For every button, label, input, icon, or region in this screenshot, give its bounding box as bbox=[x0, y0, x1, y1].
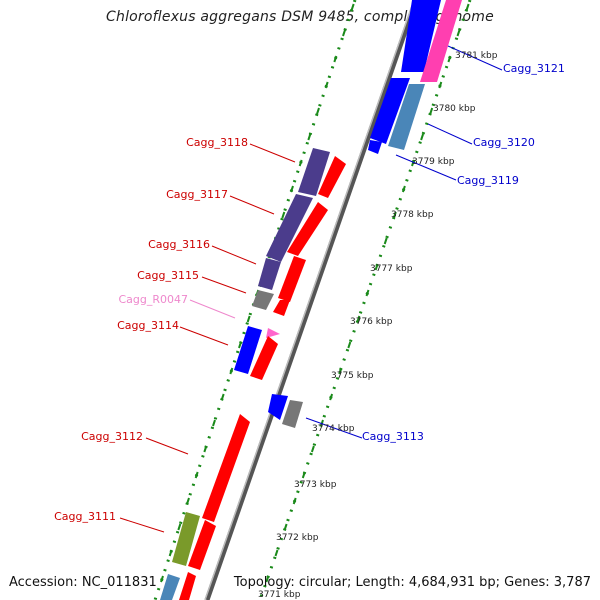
ruler-label: 3773 kbp bbox=[294, 480, 337, 490]
gene-cagg-r0047[interactable] bbox=[266, 328, 280, 338]
ruler-tick bbox=[194, 471, 199, 479]
ruler-label: 3776 kbp bbox=[350, 317, 393, 327]
gene-label[interactable]: Cagg_3112 bbox=[81, 430, 143, 443]
ruler-tick bbox=[307, 133, 312, 141]
label-leader-lines bbox=[119, 45, 503, 533]
ruler-tick bbox=[265, 575, 270, 583]
ruler-tick bbox=[320, 419, 324, 427]
gene-label[interactable]: Cagg_3119 bbox=[457, 174, 519, 187]
gene-cagg-3120-blue[interactable] bbox=[370, 78, 410, 144]
gene-cagg-3113-blue[interactable] bbox=[268, 394, 288, 420]
gene-cagg-3120-steel[interactable] bbox=[388, 84, 425, 150]
gene-label[interactable]: Cagg_3121 bbox=[503, 62, 565, 75]
gene-cagg-3118-purple[interactable] bbox=[298, 148, 330, 196]
ruler-tick bbox=[168, 549, 173, 557]
ruler-tick bbox=[438, 81, 443, 89]
ruler-tick bbox=[316, 107, 320, 115]
gene-label[interactable]: Cagg_3111 bbox=[54, 510, 116, 523]
ruler-tick bbox=[333, 55, 338, 63]
ruler-tick bbox=[356, 315, 361, 323]
gene-block-blue[interactable] bbox=[401, 0, 441, 72]
gene-label[interactable]: Cagg_3114 bbox=[117, 319, 179, 332]
ruler-tick bbox=[411, 159, 415, 167]
gene-cagg-3116-red[interactable] bbox=[278, 256, 306, 302]
gene-cagg-3111-green[interactable] bbox=[172, 512, 200, 566]
ruler-tick bbox=[465, 3, 470, 11]
map-title: Chloroflexus aggregans DSM 9485, complet… bbox=[106, 9, 494, 25]
ruler-tick bbox=[212, 419, 216, 427]
ruler-labels: 3781 kbp 3780 kbp 3779 kbp 3778 kbp 3777… bbox=[258, 51, 498, 600]
gene-cagg-3114-red[interactable] bbox=[250, 336, 278, 380]
ruler-tick bbox=[220, 393, 225, 401]
gene-cagg-3114-blue[interactable] bbox=[234, 326, 262, 374]
ruler-tick bbox=[350, 3, 355, 11]
accession-text: Accession: NC_011831 bbox=[9, 575, 157, 590]
ruler-tick bbox=[310, 445, 315, 453]
gene-cagg-3117-purple[interactable] bbox=[266, 194, 313, 262]
ruler-tick bbox=[292, 497, 297, 505]
ruler-tick bbox=[283, 523, 288, 531]
gene-cagg-3117-red[interactable] bbox=[287, 202, 328, 256]
gene-block-magenta[interactable] bbox=[420, 0, 462, 82]
ruler-tick bbox=[301, 471, 306, 479]
ruler-tick bbox=[229, 367, 234, 375]
ruler-tick bbox=[324, 81, 329, 89]
gene-cagg-3116-purple[interactable] bbox=[258, 258, 281, 290]
ruler-tick bbox=[392, 211, 397, 219]
ruler-tick bbox=[329, 393, 334, 401]
ruler-tick bbox=[374, 263, 379, 271]
ruler-tick bbox=[298, 159, 303, 167]
gene-bottom-steel[interactable] bbox=[160, 574, 180, 600]
ruler-tick bbox=[365, 289, 370, 297]
gene-labels: Cagg_3118 Cagg_3117 Cagg_3116 Cagg_3115 … bbox=[54, 62, 565, 523]
gene-bottom-red[interactable] bbox=[179, 572, 196, 600]
gene-cagg-3119[interactable] bbox=[368, 140, 382, 154]
gene-label[interactable]: Cagg_3117 bbox=[166, 188, 228, 201]
gene-cagg-3112-red[interactable] bbox=[202, 414, 250, 522]
ruler-tick bbox=[177, 523, 182, 531]
gene-label[interactable]: Cagg_R0047 bbox=[118, 293, 188, 306]
ruler-tick bbox=[246, 315, 251, 323]
gene-label[interactable]: Cagg_3118 bbox=[186, 136, 248, 149]
ruler-tick bbox=[186, 497, 190, 505]
gene-cagg-3118-red[interactable] bbox=[318, 156, 346, 198]
ruler-label: 3774 kbp bbox=[312, 424, 355, 434]
gene-label[interactable]: Cagg_3115 bbox=[137, 269, 199, 282]
ruler-tick bbox=[383, 237, 388, 245]
ruler-label: 3781 kbp bbox=[455, 51, 498, 61]
ruler-tick bbox=[338, 367, 343, 375]
gene-cagg-3113-gray[interactable] bbox=[282, 400, 303, 428]
ruler-tick bbox=[290, 185, 294, 193]
ruler-tick bbox=[274, 549, 279, 557]
ruler-label: 3772 kbp bbox=[276, 533, 319, 543]
ruler-label: 3777 kbp bbox=[370, 264, 413, 274]
ruler-label: 3775 kbp bbox=[331, 371, 374, 381]
ruler-tick bbox=[347, 341, 352, 349]
gene-cagg-3115-gray[interactable] bbox=[252, 290, 274, 310]
ruler-tick bbox=[238, 341, 242, 349]
ruler-tick bbox=[447, 55, 452, 63]
gene-label[interactable]: Cagg_3116 bbox=[148, 238, 210, 251]
ruler-label: 3778 kbp bbox=[391, 210, 434, 220]
ruler-label: 3771 kbp bbox=[258, 590, 301, 600]
gene-cagg-3115-red[interactable] bbox=[273, 300, 290, 316]
ruler-label: 3779 kbp bbox=[412, 157, 455, 167]
ruler-label: 3780 kbp bbox=[433, 104, 476, 114]
gene-label[interactable]: Cagg_3113 bbox=[362, 430, 424, 443]
ruler-tick bbox=[456, 29, 461, 37]
ruler-tick bbox=[203, 445, 208, 453]
inner-dotted-ring bbox=[258, 0, 472, 600]
ruler-tick bbox=[420, 133, 425, 141]
ruler-tick bbox=[401, 185, 406, 193]
genome-backbone bbox=[204, 0, 419, 600]
gene-features bbox=[160, 0, 462, 600]
genome-summary-text: Topology: circular; Length: 4,684,931 bp… bbox=[233, 575, 591, 590]
ruler-tick bbox=[429, 107, 434, 115]
ruler-tick bbox=[160, 575, 164, 583]
ruler-tick bbox=[281, 211, 286, 219]
gene-cagg-3111-red[interactable] bbox=[188, 520, 216, 570]
gene-label[interactable]: Cagg_3120 bbox=[473, 136, 535, 149]
ruler-tick bbox=[342, 29, 346, 37]
